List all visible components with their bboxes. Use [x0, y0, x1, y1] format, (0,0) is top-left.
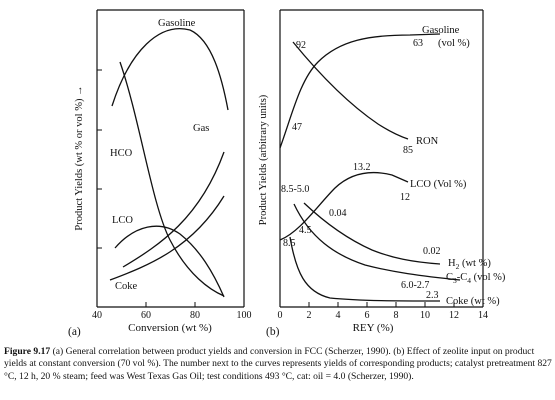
panel-b-label: (b)	[266, 326, 280, 338]
panel-b-x-axis-label: REY (%)	[353, 322, 394, 334]
figure-canvas: 40 60 80 100 Conversion (wt %) Product Yiel…	[68, 9, 506, 338]
annotation-63: 63	[413, 38, 423, 49]
label-lco-a: LCO	[112, 215, 133, 226]
panel-a-x-tick-label: 60	[141, 310, 151, 321]
panel-b-x-tick-label: 10	[420, 310, 430, 321]
panel-a-x-axis-label: Conversion (wt %)	[128, 322, 212, 334]
label-ron-b: RON	[416, 136, 439, 147]
panel-a-x-tick-label: 40	[92, 310, 102, 321]
annotation-12: 12	[400, 192, 410, 203]
curve-hco-a	[119, 61, 225, 297]
panel-b-x-tick-label: 12	[449, 310, 459, 321]
panel-b: 0 2 4 6 8 10 12 14 REY (%) Product Yields (arbi…	[258, 9, 506, 338]
annotation-0-04: 0.04	[329, 208, 347, 219]
curve-h2-b	[303, 202, 441, 265]
panel-b-x-ticks	[279, 302, 484, 307]
curve-coke-a	[109, 195, 225, 281]
curve-gasoline-a	[111, 28, 229, 111]
label-coke-a: Coke	[115, 281, 138, 292]
panel-b-y-axis-label: Product Yields (arbitrary units)	[258, 94, 269, 225]
label-lco-b: LCO (Vol %)	[410, 179, 467, 190]
panel-a-y-axis-label: Product Yields (wt % or vol %) →	[74, 85, 85, 230]
panel-a-label: (a)	[68, 326, 81, 338]
panel-b-x-tick-label: 2	[307, 310, 312, 321]
curve-coke-b	[289, 236, 441, 302]
label-gasoline-unit-b: (vol %)	[438, 38, 470, 49]
label-h2-b: H2 (wt %)	[448, 258, 491, 271]
panel-a-x-tick-label: 100	[237, 310, 252, 321]
figure-caption: Figure 9.17 (a) General correlation betw…	[4, 346, 552, 383]
figure-number: Figure 9.17	[4, 346, 51, 357]
figure-caption-text: (a) General correlation between product …	[4, 346, 552, 382]
annotation-47: 47	[292, 122, 302, 133]
panel-b-x-tick-label: 4	[336, 310, 341, 321]
annotation-6-0-2-7: 6.0-2.7	[401, 280, 429, 291]
panel-a-x-ticks	[96, 302, 245, 307]
curve-lco-a	[114, 225, 225, 298]
panel-a-y-ticks	[97, 69, 102, 249]
annotation-92: 92	[296, 40, 306, 51]
annotation-0-02: 0.02	[423, 246, 441, 257]
panel-a: 40 60 80 100 Conversion (wt %) Product Yiel…	[68, 9, 252, 338]
label-c3c4-b: C3-C4 (vol %)	[446, 272, 506, 285]
label-coke-b: Coke (wt %)	[446, 296, 500, 307]
curve-gas-a	[122, 151, 225, 268]
label-gas-a: Gas	[193, 123, 209, 134]
panel-a-x-tick-label: 80	[190, 310, 200, 321]
annotation-2-3: 2.3	[426, 290, 439, 301]
panel-b-x-tick-label: 8	[394, 310, 399, 321]
annotation-85: 85	[403, 145, 413, 156]
annotation-4-5: 4.5	[299, 225, 312, 236]
label-hco-a: HCO	[110, 148, 133, 159]
curve-ron-b	[292, 41, 409, 140]
panel-b-x-tick-labels: 0 2 4 6 8 10 12 14	[278, 310, 489, 321]
curve-gasoline-b	[279, 33, 441, 149]
curve-c3c4-b	[293, 203, 461, 281]
label-gasoline-a: Gasoline	[158, 18, 196, 29]
annotation-8-5: 8.5	[283, 238, 296, 249]
annotation-8-5-5-0: 8.5-5.0	[281, 184, 309, 195]
label-gasoline-b: Gasoline	[422, 25, 460, 36]
panel-b-x-tick-label: 0	[278, 310, 283, 321]
curve-lco-b	[279, 171, 409, 241]
panel-a-x-tick-labels: 40 60 80 100	[92, 310, 252, 321]
annotation-13-2: 13.2	[353, 162, 371, 173]
panel-b-x-tick-label: 14	[478, 310, 488, 321]
panel-b-x-tick-label: 6	[365, 310, 370, 321]
